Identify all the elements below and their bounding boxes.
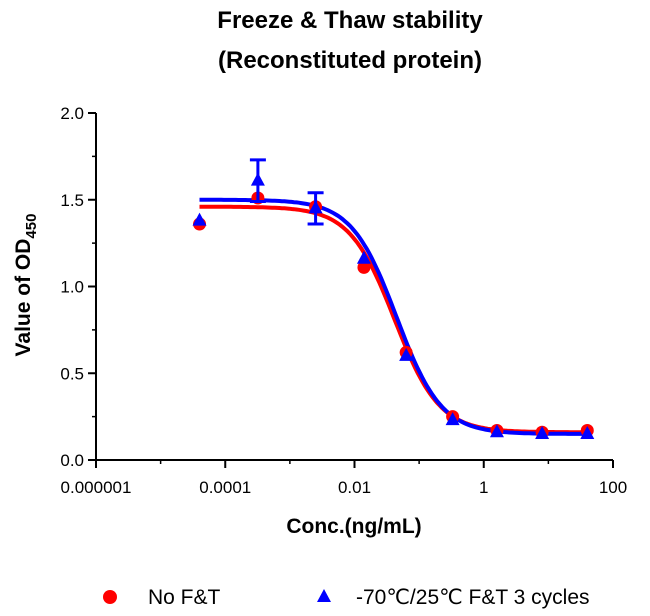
chart-title-line-2: (Reconstituted protein) xyxy=(218,47,482,74)
fit-curve-no-ft xyxy=(199,204,588,435)
data-point-ft-cycles xyxy=(250,172,265,186)
y-axis-label-main: Value of OD xyxy=(12,239,35,357)
data-point-ft-cycles xyxy=(399,347,414,361)
y-axis-label-subscript: 450 xyxy=(23,214,40,239)
axes: 0.0 0.5 1.0 1.5 2.0 0.000001 0.0001 0.01 1 100 xyxy=(60,104,627,497)
y-tick-label: 0.0 xyxy=(60,451,84,470)
legend: No F&T -70℃/25℃ F&T 3 cycles xyxy=(103,586,590,609)
y-tick-label: 1.5 xyxy=(60,191,84,210)
x-tick-label: 0.0001 xyxy=(199,478,251,497)
x-tick-label: 0.01 xyxy=(338,478,371,497)
data-point-ft-cycles xyxy=(580,425,595,439)
data-point-no-ft xyxy=(357,260,371,274)
data-point-ft-cycles xyxy=(308,200,323,214)
y-tick-label: 2.0 xyxy=(60,104,84,123)
y-tick-label: 1.0 xyxy=(60,278,84,297)
data-point-ft-cycles xyxy=(445,412,460,426)
legend-marker-no-ft xyxy=(103,590,117,604)
data-point-ft-cycles xyxy=(356,250,371,264)
y-tick-label: 0.5 xyxy=(60,364,84,383)
x-axis-label: Conc.(ng/mL) xyxy=(286,515,421,538)
x-tick-label: 0.000001 xyxy=(61,478,132,497)
data-point-ft-cycles xyxy=(535,425,550,439)
chart-title-line-1: Freeze & Thaw stability xyxy=(217,7,483,34)
data-point-ft-cycles xyxy=(489,424,504,438)
legend-label-ft-cycles: -70℃/25℃ F&T 3 cycles xyxy=(356,586,590,609)
x-tick-label: 1 xyxy=(479,478,488,497)
data-point-ft-cycles xyxy=(192,212,207,226)
legend-marker-ft-cycles xyxy=(317,589,331,602)
data-points xyxy=(192,158,595,439)
x-tick-label: 100 xyxy=(599,478,627,497)
y-axis-label: Value of OD450 xyxy=(12,214,40,357)
fit-curves xyxy=(199,197,588,436)
legend-label-no-ft: No F&T xyxy=(148,586,221,609)
